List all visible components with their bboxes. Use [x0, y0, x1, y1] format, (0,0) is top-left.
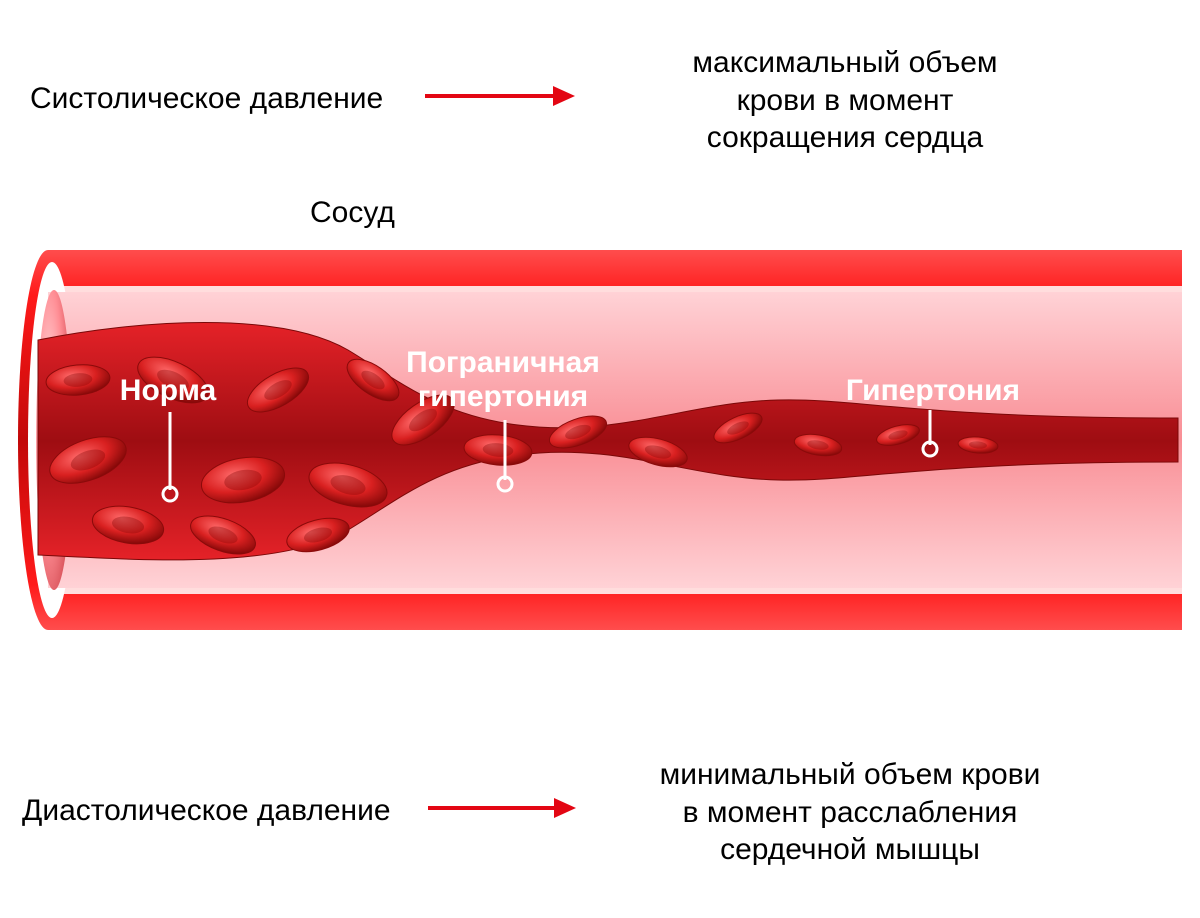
systolic-right-label: максимальный объемкрови в моментсокращен… — [630, 44, 1060, 157]
diastolic-left-label: Диастолическое давление — [22, 792, 391, 830]
systolic-arrow-head — [553, 86, 575, 106]
systolic-arrow-line — [425, 94, 555, 98]
diastolic-right-label: минимальный объем кровив момент расслабл… — [600, 756, 1100, 869]
vessel-wall-gap-bottom — [48, 588, 1182, 594]
systolic-left-label: Систолическое давление — [30, 80, 383, 118]
vessel-diagram: Норма Пограничнаягипертония Гипертония — [18, 250, 1182, 630]
label-hypertension: Гипертония — [846, 374, 1020, 407]
diastolic-arrow-head — [554, 798, 576, 818]
label-borderline: гипертония — [418, 380, 588, 413]
vessel-caption: Сосуд — [310, 196, 395, 230]
vessel-wall-gap-top — [48, 286, 1182, 292]
label-borderline: Пограничная — [406, 346, 600, 379]
diastolic-arrow-line — [428, 806, 556, 810]
vessel-svg: Норма Пограничнаягипертония Гипертония — [18, 250, 1182, 630]
label-normal: Норма — [120, 374, 217, 407]
